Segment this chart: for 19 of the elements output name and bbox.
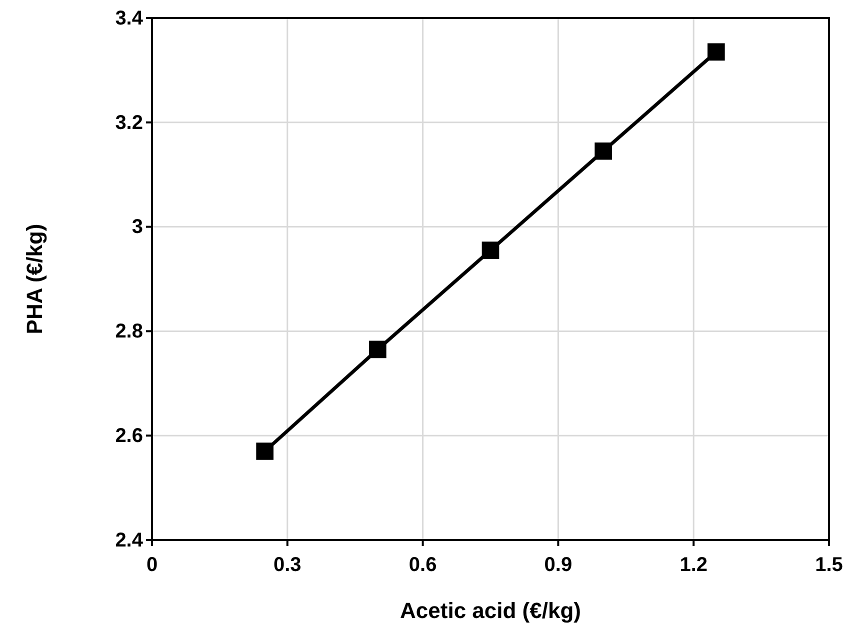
x-tick-label: 0.3 (273, 554, 302, 576)
x-tick-label: 1.5 (815, 554, 843, 576)
point (594, 142, 612, 160)
point (369, 340, 386, 358)
point (482, 242, 500, 259)
y-tick-label: 2.6 (115, 425, 143, 447)
y-tick-label: 2.4 (115, 529, 144, 552)
x-axis-title: Acetic acid (€/kg) (400, 598, 581, 623)
point (256, 442, 274, 460)
x-tick-label: 0.6 (408, 554, 437, 576)
x-tick-label: 1.2 (680, 554, 708, 576)
y-tick-label: 2.8 (115, 320, 143, 343)
x-tick-label: 0.9 (544, 554, 572, 576)
y-tick-label: 3.4 (115, 7, 144, 30)
y-axis-title: PHA (€/kg) (22, 224, 47, 334)
point (708, 43, 725, 61)
y-tick-label: 3 (132, 216, 143, 238)
x-tick-label: 0 (146, 554, 158, 576)
y-tick-label: 3.2 (115, 112, 143, 134)
